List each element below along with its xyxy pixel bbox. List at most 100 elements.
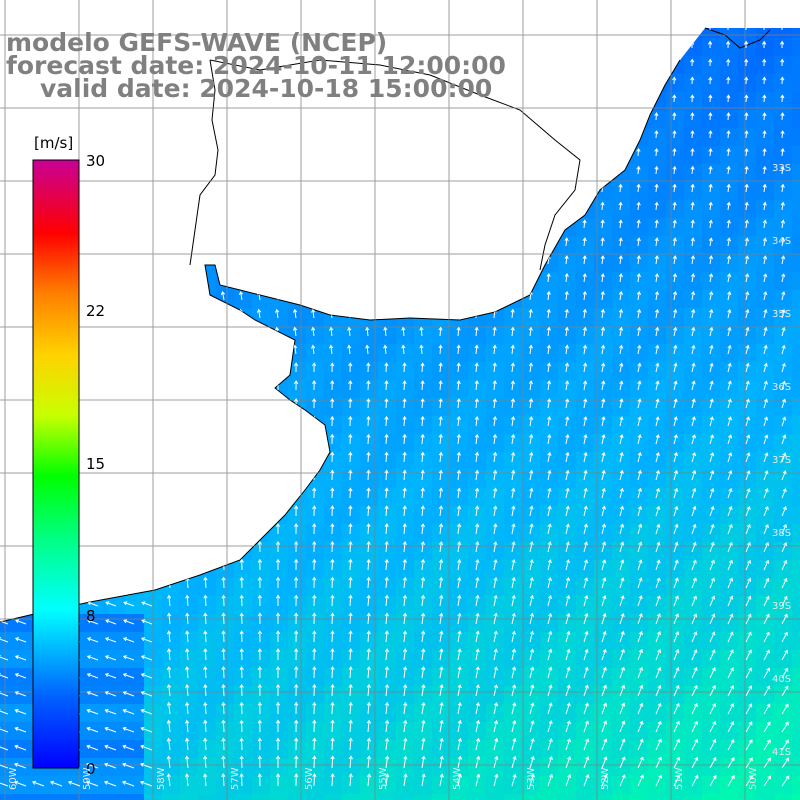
wind-arrow: [726, 58, 731, 67]
wind-arrow: [456, 469, 462, 481]
field-cell: [792, 776, 800, 795]
wind-arrow: [105, 619, 117, 625]
wind-arrow: [781, 703, 789, 715]
field-cell: [468, 650, 487, 669]
field-cell: [792, 272, 800, 291]
field-cell: [396, 794, 415, 800]
wind-arrow: [293, 505, 299, 517]
wind-arrow: [726, 94, 731, 103]
wind-arrow: [744, 255, 750, 265]
wind-arrow: [257, 594, 263, 607]
wind-arrow: [366, 612, 371, 625]
field-cell: [540, 668, 559, 687]
wind-arrow: [779, 40, 785, 49]
wind-arrow: [583, 756, 590, 769]
field-cell: [450, 632, 469, 651]
field-cell: [360, 722, 379, 741]
latitude-label: 38S: [772, 528, 792, 539]
field-cell: [774, 326, 793, 345]
wind-arrow: [762, 201, 767, 211]
field-cell: [252, 758, 271, 777]
field-cell: [0, 650, 19, 669]
wind-arrow: [781, 416, 787, 427]
field-cell: [630, 290, 649, 309]
wind-arrow: [745, 775, 753, 787]
field-cell: [432, 326, 451, 345]
field-cell: [702, 740, 721, 759]
wind-arrow: [330, 487, 335, 499]
wind-arrow: [672, 165, 677, 175]
field-cell: [522, 776, 541, 795]
wind-arrow: [529, 415, 534, 427]
wind-arrow: [727, 398, 732, 409]
wind-arrow: [0, 655, 9, 661]
wind-arrow: [654, 165, 659, 175]
field-cell: [324, 398, 343, 417]
field-cell: [702, 200, 721, 219]
field-cell: [558, 632, 577, 651]
field-cell: [576, 758, 595, 777]
field-cell: [612, 506, 631, 525]
wind-arrow: [762, 219, 767, 229]
wind-arrow: [673, 380, 678, 391]
field-cell: [594, 506, 613, 525]
wind-arrow: [348, 665, 353, 679]
wind-arrow: [140, 762, 153, 769]
field-cell: [378, 452, 397, 471]
field-cell: [540, 380, 559, 399]
field-cell: [684, 650, 703, 669]
wind-arrow: [547, 415, 552, 427]
coastline: [0, 27, 771, 623]
field-cell: [324, 470, 343, 489]
field-cell: [108, 668, 127, 687]
wind-arrow: [691, 434, 696, 445]
field-cell: [792, 38, 800, 57]
wind-arrow: [311, 380, 317, 391]
wind-arrow: [654, 237, 659, 247]
wind-arrow: [673, 505, 679, 517]
wind-arrow: [744, 112, 749, 121]
field-cell: [414, 398, 433, 417]
wind-arrow: [529, 737, 535, 751]
wind-arrow: [257, 755, 262, 769]
field-cell: [396, 686, 415, 705]
field-cell: [432, 668, 451, 687]
field-cell: [792, 362, 800, 381]
wind-arrow: [421, 683, 426, 697]
field-cell: [774, 578, 793, 597]
wind-arrow: [583, 416, 588, 427]
colorbar-unit-label: [m/s]: [34, 134, 74, 152]
field-cell: [612, 380, 631, 399]
wind-arrow: [86, 655, 99, 661]
field-cell: [576, 380, 595, 399]
wind-arrow: [402, 648, 408, 661]
wind-arrow: [140, 744, 153, 751]
wind-arrow: [348, 397, 353, 409]
field-cell: [522, 740, 541, 759]
wind-arrow: [312, 719, 317, 733]
wind-arrow: [312, 737, 317, 751]
wind-arrow: [239, 755, 244, 769]
wind-arrow: [511, 612, 516, 625]
wind-arrow: [87, 619, 99, 625]
wind-arrow: [726, 147, 731, 157]
field-cell: [792, 344, 800, 363]
wind-arrow: [293, 737, 299, 751]
wind-arrow: [475, 612, 480, 625]
field-cell: [792, 218, 800, 237]
field-cell: [540, 362, 559, 381]
field-cell: [360, 578, 379, 597]
field-cell: [270, 758, 289, 777]
wind-arrow: [330, 701, 335, 715]
wind-arrow: [166, 683, 172, 697]
field-cell: [162, 614, 181, 633]
field-cell: [648, 578, 667, 597]
wind-arrow: [86, 762, 99, 769]
wind-arrow: [600, 237, 605, 247]
wind-arrow: [312, 540, 317, 553]
field-cell: [792, 236, 800, 255]
field-cell: [702, 470, 721, 489]
wind-arrow: [257, 558, 263, 571]
field-cell: [558, 722, 577, 741]
field-cell: [234, 290, 253, 309]
